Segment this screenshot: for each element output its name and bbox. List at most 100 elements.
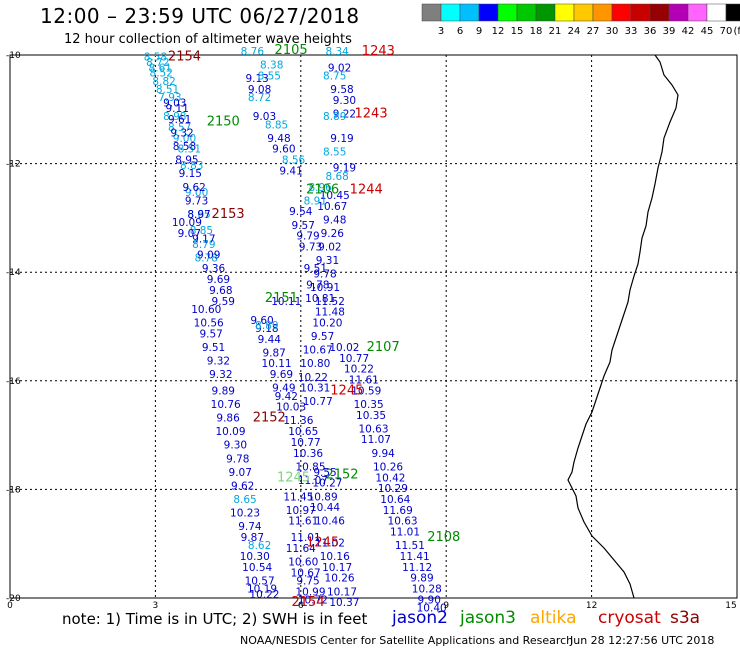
pass-label: 1245	[330, 383, 363, 398]
wave-height-value: 8.85	[190, 225, 213, 237]
wave-height-value: 9.69	[270, 369, 293, 381]
wave-height-value: 10.20	[312, 318, 342, 330]
wave-height-value: 8.55	[323, 146, 346, 158]
wave-height-value: 10.80	[300, 358, 330, 370]
wave-height-value: 9.48	[323, 214, 346, 226]
wave-height-value: 9.51	[202, 342, 225, 354]
wave-height-value: 10.17	[322, 562, 352, 574]
pass-label: 2106	[306, 182, 339, 197]
colorbar-swatch	[535, 3, 556, 22]
y-tick-label: -18	[6, 485, 21, 495]
wave-height-value: 10.54	[242, 562, 272, 574]
wave-height-value: 10.72	[298, 594, 328, 606]
plot-frame	[9, 54, 738, 599]
wave-height-value: 10.60	[191, 304, 221, 316]
colorbar-swatch	[592, 3, 613, 22]
wave-height-value: 10.81	[305, 293, 335, 305]
wave-height-value: 9.09	[197, 250, 220, 262]
wave-height-value: 10.76	[211, 399, 241, 411]
wave-height-value: 8.75	[323, 70, 346, 82]
chart-title: 12:00 – 23:59 UTC 06/27/2018	[40, 4, 360, 28]
wave-height-value: 10.28	[412, 584, 442, 596]
wave-height-value: 10.29	[378, 483, 408, 495]
wave-height-value: 11.52	[315, 296, 345, 308]
wave-height-value: 10.44	[310, 502, 340, 514]
wave-height-value: 8.72	[248, 92, 271, 104]
colorbar-swatch	[706, 3, 727, 22]
pass-label: 2150	[207, 115, 240, 130]
wave-height-value: 8.58	[144, 51, 167, 63]
wave-height-value: 9.19	[330, 133, 353, 145]
wave-height-value: 9.68	[209, 285, 232, 297]
colorbar-label: 70	[720, 26, 733, 37]
wave-height-value: 9.74	[238, 521, 262, 533]
wave-height-value: 8.34	[325, 46, 349, 58]
colorbar-label: 45	[701, 26, 714, 37]
wave-height-value: 10.91	[310, 282, 340, 294]
wave-height-value: 10.46	[315, 516, 345, 528]
wave-height-value: 10.89	[308, 491, 338, 503]
wave-height-value: 9.51	[304, 263, 327, 275]
wave-height-value: 11.41	[400, 551, 430, 563]
legend-item-s3a: s3a	[670, 608, 701, 628]
wave-height-value: 9.54	[289, 206, 313, 218]
colorbar-label: 9	[476, 26, 482, 37]
wave-height-value: 10.99	[295, 586, 325, 598]
wave-height-value: 10.02	[329, 342, 359, 354]
wave-height-value: 9.30	[333, 95, 356, 107]
wave-height-value: 10.22	[249, 589, 279, 601]
y-tick-label: -12	[6, 160, 21, 170]
pass-label: 2152	[253, 411, 286, 426]
wave-height-value: 9.02	[328, 62, 351, 74]
wave-height-value: 10.09	[215, 426, 245, 438]
colorbar-swatch	[440, 3, 461, 22]
wave-height-value: 8.52	[150, 68, 173, 80]
wave-height-value: 10.31	[300, 383, 330, 395]
y-tick-label: -14	[6, 268, 21, 278]
wave-height-value: 9.90	[418, 594, 441, 606]
wave-height-value: 10.77	[291, 437, 321, 449]
generation-timestamp: Jun 28 12:27:56 UTC 2018	[570, 634, 715, 647]
legend-item-jason2: jason2	[392, 608, 448, 628]
wave-height-value: 9.75	[296, 575, 319, 587]
pass-label: 2152	[325, 468, 358, 483]
wave-height-value: 10.26	[373, 461, 403, 473]
wave-height-value: 9.36	[202, 263, 226, 275]
wave-height-value: 11.01	[291, 532, 321, 544]
wave-height-value: 8.62	[248, 540, 271, 552]
wave-height-value: 9.30	[224, 440, 247, 452]
pass-label: 1244	[350, 182, 383, 197]
wave-height-value: 10.35	[356, 410, 386, 422]
wave-height-value: 10.97	[286, 505, 316, 517]
wave-height-value: 11.48	[315, 307, 345, 319]
colorbar-swatch	[611, 3, 632, 22]
wave-height-value: 9.60	[250, 315, 273, 327]
wave-height-value: 9.32	[170, 127, 193, 139]
wave-height-value: 10.85	[295, 461, 325, 473]
wave-height-value: 9.11	[166, 103, 189, 115]
wave-height-value: 8.56	[282, 155, 306, 167]
wave-height-value: 9.73	[299, 241, 322, 253]
wave-height-value: 9.78	[306, 279, 329, 291]
wave-height-value: 11.45	[283, 491, 313, 503]
pass-label: 2108	[427, 530, 460, 545]
wave-height-value: 8.57	[168, 122, 191, 134]
wave-height-value: 8.51	[178, 144, 201, 156]
wave-height-value: 9.58	[330, 84, 353, 96]
y-tick-label: -10	[6, 51, 21, 61]
wave-height-value: 10.19	[247, 584, 277, 596]
colorbar-swatch	[459, 3, 480, 22]
wave-height-value: 8.78	[195, 252, 218, 264]
wave-height-value: 9.94	[371, 448, 395, 460]
pass-label: 1243	[362, 44, 395, 59]
wave-height-value: 9.57	[199, 328, 222, 340]
x-tick-label: 15	[725, 601, 736, 611]
wave-height-value: 9.87	[241, 532, 264, 544]
wave-height-value: 9.55	[313, 467, 336, 479]
wave-height-value: 9.41	[279, 165, 302, 177]
wave-height-value: 9.17	[192, 233, 215, 245]
wave-height-value: 10.77	[339, 353, 369, 365]
colorbar-label: 3	[438, 26, 444, 37]
